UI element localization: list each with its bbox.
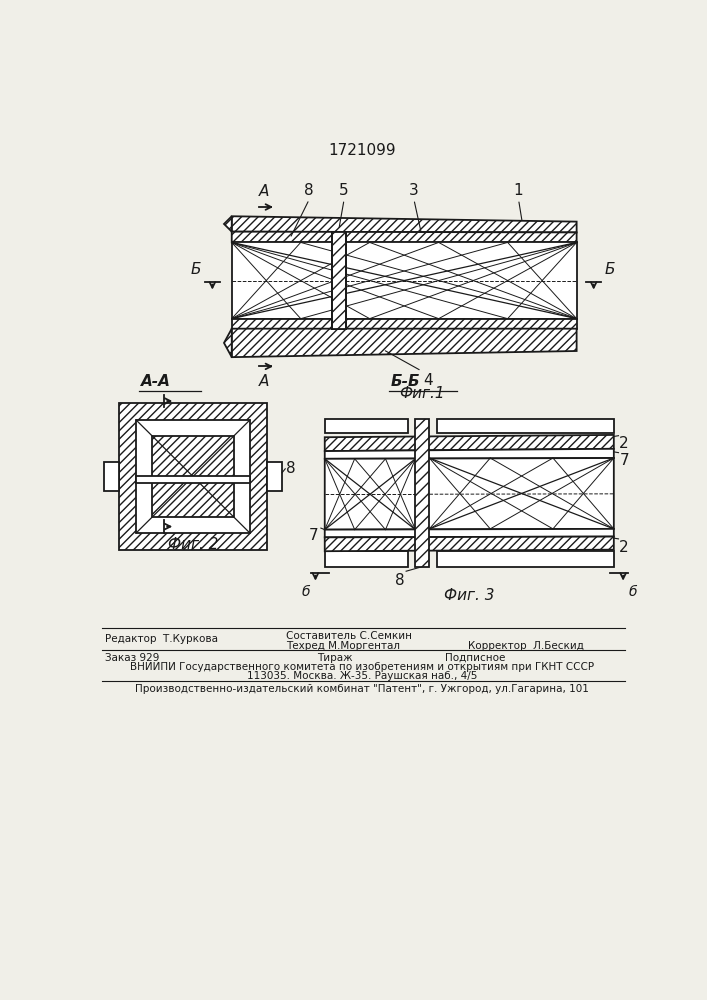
Text: 4: 4	[423, 373, 433, 388]
Text: Корректор  Л.Бескид: Корректор Л.Бескид	[468, 641, 584, 651]
Text: б: б	[302, 585, 310, 599]
Text: б: б	[629, 585, 637, 599]
Bar	[152, 436, 234, 517]
Bar	[332, 232, 346, 329]
Text: 5: 5	[339, 183, 349, 198]
Text: Составитель С.Семкин: Составитель С.Семкин	[286, 631, 412, 641]
Bar	[325, 419, 408, 433]
Text: Фиг. 3: Фиг. 3	[444, 588, 494, 603]
Polygon shape	[232, 232, 577, 242]
Text: 8: 8	[305, 183, 314, 198]
Text: А: А	[258, 374, 269, 389]
Bar	[104, 462, 119, 491]
Text: 8: 8	[286, 461, 296, 476]
Text: 1721099: 1721099	[328, 143, 396, 158]
Polygon shape	[224, 216, 232, 232]
Bar	[332, 232, 346, 329]
Polygon shape	[224, 329, 232, 357]
Polygon shape	[325, 449, 614, 459]
Text: 3: 3	[409, 183, 419, 198]
Bar	[267, 462, 282, 491]
Polygon shape	[232, 216, 577, 232]
Text: Техред М.Моргентал: Техред М.Моргентал	[286, 641, 400, 651]
Text: 7: 7	[309, 528, 319, 543]
Text: 2: 2	[619, 436, 629, 451]
Text: 7: 7	[619, 453, 629, 468]
Polygon shape	[325, 529, 614, 537]
Text: 8: 8	[395, 573, 404, 588]
Text: Б-Б: Б-Б	[391, 374, 420, 389]
Polygon shape	[232, 329, 577, 357]
Polygon shape	[232, 319, 577, 329]
Bar	[416, 419, 429, 567]
Text: А: А	[258, 184, 269, 199]
Text: А-А: А-А	[141, 374, 171, 389]
Text: 1: 1	[514, 183, 523, 198]
Bar	[332, 232, 346, 329]
Polygon shape	[325, 458, 614, 530]
Text: ВНИИПИ Государственного комитета по изобретениям и открытиям при ГКНТ СССР: ВНИИПИ Государственного комитета по изоб…	[130, 662, 594, 672]
Bar	[325, 551, 408, 567]
Text: Тираж: Тираж	[317, 653, 353, 663]
Text: Б: Б	[191, 262, 201, 277]
Text: 2: 2	[619, 540, 629, 555]
Text: Заказ 929: Заказ 929	[105, 653, 160, 663]
Text: Фиг.1: Фиг.1	[399, 386, 445, 401]
Text: Производственно-издательский комбинат "Патент", г. Ужгород, ул.Гагарина, 101: Производственно-издательский комбинат "П…	[135, 684, 589, 694]
Bar	[437, 551, 614, 567]
Polygon shape	[325, 435, 614, 451]
Bar	[119, 403, 267, 550]
Bar	[136, 420, 250, 533]
Text: Фиг. 2: Фиг. 2	[168, 537, 218, 552]
Text: Редактор  Т.Куркова: Редактор Т.Куркова	[105, 634, 218, 644]
Polygon shape	[325, 537, 614, 551]
Bar	[136, 476, 250, 483]
Bar	[437, 419, 614, 433]
Text: Б: Б	[604, 262, 615, 277]
Text: Подписное: Подписное	[445, 653, 506, 663]
Polygon shape	[232, 242, 577, 319]
Text: 113035. Москва. Ж-35. Раушская наб., 4/5: 113035. Москва. Ж-35. Раушская наб., 4/5	[247, 671, 477, 681]
